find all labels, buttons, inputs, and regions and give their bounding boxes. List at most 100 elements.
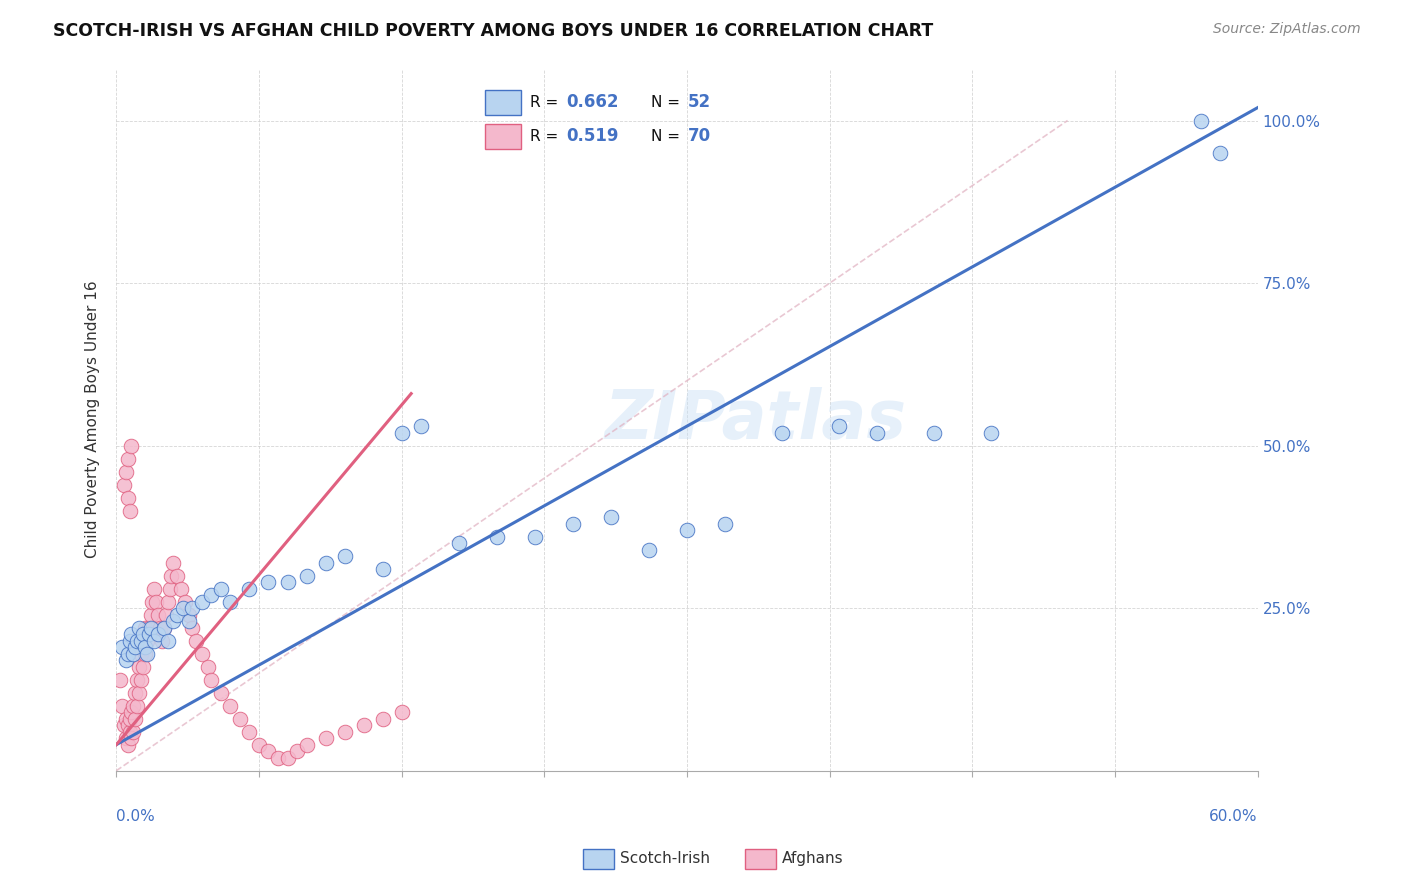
Point xyxy=(132,633,155,648)
Point xyxy=(156,633,179,648)
Point xyxy=(315,731,337,746)
Point xyxy=(197,659,219,673)
Point xyxy=(129,633,152,648)
Text: Scotch-Irish: Scotch-Irish xyxy=(620,852,710,866)
Point xyxy=(141,595,163,609)
Point xyxy=(138,621,160,635)
Point xyxy=(333,724,356,739)
Point xyxy=(121,627,143,641)
Point xyxy=(209,686,232,700)
Point xyxy=(177,607,200,622)
Point xyxy=(676,523,699,537)
Point xyxy=(139,621,162,635)
Point xyxy=(170,582,193,596)
Point xyxy=(257,575,280,590)
Point xyxy=(166,607,188,622)
Point xyxy=(124,712,146,726)
Y-axis label: Child Poverty Among Boys Under 16: Child Poverty Among Boys Under 16 xyxy=(86,281,100,558)
Point xyxy=(276,750,298,764)
Point xyxy=(391,705,413,719)
Point xyxy=(177,614,200,628)
Point xyxy=(828,419,851,434)
Point xyxy=(219,698,242,713)
Point xyxy=(153,621,176,635)
Point xyxy=(117,451,139,466)
Text: 60.0%: 60.0% xyxy=(1209,809,1258,824)
Text: Afghans: Afghans xyxy=(782,852,844,866)
Point xyxy=(333,549,356,563)
Point xyxy=(353,718,375,732)
Point xyxy=(143,633,166,648)
Point xyxy=(121,731,143,746)
Point xyxy=(149,621,172,635)
Point xyxy=(112,477,135,491)
Point xyxy=(315,556,337,570)
Point xyxy=(200,673,222,687)
Point xyxy=(257,744,280,758)
Point xyxy=(118,724,141,739)
Point xyxy=(146,627,169,641)
Point xyxy=(145,595,167,609)
Point xyxy=(267,750,290,764)
Text: 0.0%: 0.0% xyxy=(117,809,155,824)
Point xyxy=(523,530,546,544)
Point xyxy=(191,595,214,609)
Point xyxy=(295,568,318,582)
Point xyxy=(124,640,146,655)
Point xyxy=(247,738,270,752)
Point xyxy=(166,568,188,582)
Point xyxy=(128,659,150,673)
Point xyxy=(159,582,181,596)
Point xyxy=(160,568,183,582)
Point xyxy=(143,582,166,596)
Point xyxy=(134,647,156,661)
Point xyxy=(132,659,155,673)
Point xyxy=(162,556,184,570)
Point xyxy=(238,724,260,739)
Point xyxy=(1209,146,1232,161)
Point xyxy=(770,425,793,440)
Point xyxy=(155,607,177,622)
Point xyxy=(138,627,160,641)
Point xyxy=(172,601,194,615)
Point xyxy=(127,698,149,713)
Point xyxy=(117,738,139,752)
Point xyxy=(121,439,143,453)
Point xyxy=(117,491,139,505)
Point xyxy=(114,465,136,479)
Point xyxy=(238,582,260,596)
Point xyxy=(229,712,252,726)
Point xyxy=(135,647,157,661)
Point xyxy=(391,425,413,440)
Point xyxy=(153,621,176,635)
Point xyxy=(108,673,131,687)
Point xyxy=(600,510,623,524)
Point xyxy=(117,647,139,661)
Point xyxy=(132,627,155,641)
Point xyxy=(114,653,136,667)
Point xyxy=(135,633,157,648)
Point xyxy=(485,530,508,544)
Point xyxy=(173,595,195,609)
Point xyxy=(219,595,242,609)
Point xyxy=(146,607,169,622)
Point xyxy=(209,582,232,596)
Point xyxy=(127,633,149,648)
Point xyxy=(156,595,179,609)
Point xyxy=(162,614,184,628)
Point xyxy=(295,738,318,752)
Point xyxy=(371,562,394,576)
Point xyxy=(129,647,152,661)
Point xyxy=(118,503,141,517)
Point xyxy=(200,588,222,602)
Point xyxy=(127,673,149,687)
Point xyxy=(111,698,134,713)
Point xyxy=(371,712,394,726)
Point xyxy=(128,686,150,700)
Point xyxy=(150,633,173,648)
Point xyxy=(122,698,145,713)
Point xyxy=(191,647,214,661)
Point xyxy=(122,647,145,661)
Point xyxy=(129,673,152,687)
Point xyxy=(447,536,470,550)
